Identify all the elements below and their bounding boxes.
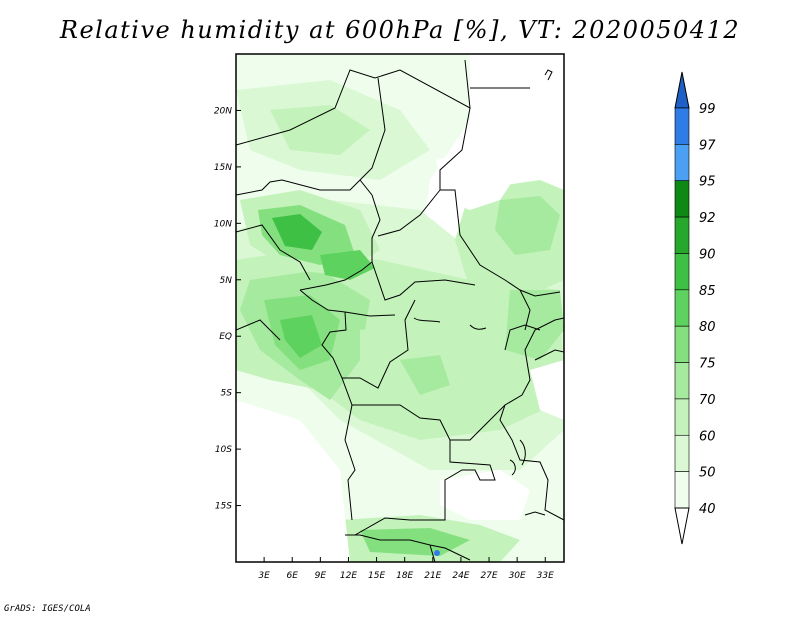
colorbar-label: 92 — [699, 211, 716, 226]
colorbar-segment — [674, 471, 690, 509]
colorbar-segment — [674, 107, 690, 145]
country-borders — [236, 59, 564, 562]
colorbar-label: 99 — [699, 102, 716, 117]
chart-title: Relative humidity at 600hPa [%], VT: 202… — [59, 16, 741, 44]
colorbar-label: 75 — [699, 357, 716, 372]
colorbar: 99 97 95 92 90 85 80 75 70 60 50 40 — [674, 71, 716, 545]
lat-tick-label: 20N — [214, 106, 232, 116]
colorbar-segment — [674, 325, 690, 363]
lat-tick-label: EQ — [219, 332, 232, 342]
lon-tick-label: 12E — [340, 571, 357, 581]
colorbar-segment — [674, 180, 690, 218]
lon-tick-label: 9E — [315, 571, 327, 581]
lat-tick-label: 5N — [220, 276, 233, 286]
colorbar-label: 60 — [699, 429, 716, 444]
colorbar-segment — [674, 253, 690, 291]
colorbar-segment — [674, 144, 690, 182]
colorbar-label: 70 — [699, 393, 716, 408]
lat-tick-label: 15N — [214, 163, 232, 173]
lon-tick-label: 27E — [480, 571, 497, 581]
lat-tick-label: 10N — [214, 219, 232, 229]
lon-tick-label: 6E — [287, 571, 299, 581]
colorbar-bottom-triangle — [674, 507, 690, 545]
colorbar-top-triangle — [674, 71, 690, 109]
colorbar-label: 85 — [699, 284, 716, 299]
lon-tick-label: 30E — [509, 571, 526, 581]
lat-tick-label: 5S — [221, 389, 233, 399]
colorbar-segment — [674, 434, 690, 472]
lon-tick-label: 18E — [396, 571, 413, 581]
grads-credit: GrADS: IGES/COLA — [4, 604, 91, 614]
colorbar-segment — [674, 216, 690, 254]
lon-tick-label: 21E — [424, 571, 441, 581]
colorbar-label: 95 — [699, 175, 716, 190]
lon-tick-label: 33E — [537, 571, 554, 581]
humidity-shading — [236, 54, 564, 562]
lat-tick-label: 10S — [215, 445, 232, 455]
colorbar-label: 97 — [699, 138, 716, 153]
latitude-axis: 20N 15N 10N 5N EQ 5S 10S 15S — [214, 106, 241, 512]
map-frame — [235, 53, 565, 563]
lon-tick-label: 3E — [258, 571, 270, 581]
lon-tick-label: 24E — [452, 571, 469, 581]
lon-tick-label: 15E — [368, 571, 385, 581]
colorbar-segment — [674, 289, 690, 327]
lat-tick-label: 15S — [215, 502, 232, 512]
colorbar-label: 50 — [699, 466, 716, 481]
colorbar-segment — [674, 362, 690, 400]
colorbar-label: 80 — [699, 320, 716, 335]
colorbar-label: 40 — [699, 502, 716, 517]
longitude-axis: 3E 6E 9E 12E 15E 18E 21E 24E 27E 30E 33E — [258, 557, 554, 581]
colorbar-label: 90 — [699, 247, 716, 262]
colorbar-segment — [674, 398, 690, 436]
